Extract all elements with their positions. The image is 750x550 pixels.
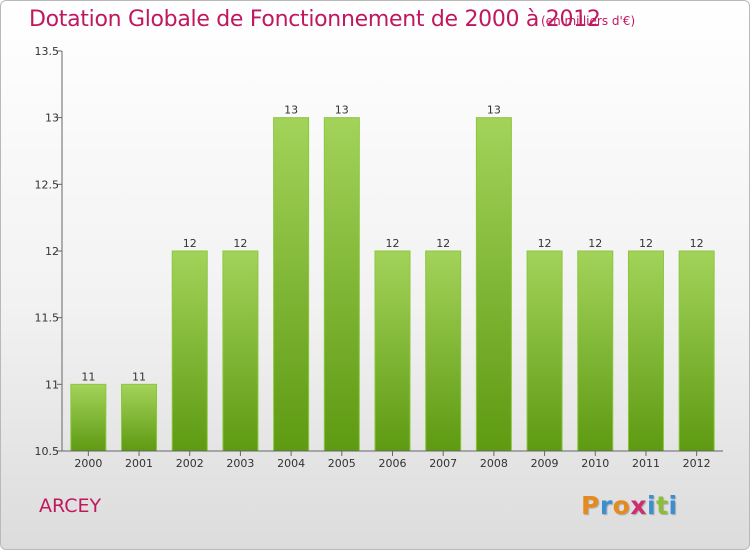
bar	[273, 117, 310, 452]
bar	[627, 250, 664, 452]
y-tick-label: 13.5	[35, 45, 60, 58]
x-tick-label: 2004	[277, 457, 305, 470]
bar	[577, 250, 614, 452]
x-tick-label: 2001	[125, 457, 153, 470]
x-tick-label: 2005	[328, 457, 356, 470]
y-tick-label: 12.5	[35, 178, 60, 191]
x-tick-label: 2012	[683, 457, 711, 470]
bar-value-label: 11	[81, 370, 95, 383]
x-tick-label: 2002	[176, 457, 204, 470]
bar-value-label: 12	[386, 237, 400, 250]
bar	[171, 250, 208, 452]
x-tick-label: 2011	[632, 457, 660, 470]
logo-letter: P	[581, 491, 600, 520]
axes: 10.5 11 11.5 12 12.5 13 13.5 2000 2001 2002 2003 20…	[35, 45, 723, 470]
y-tick-label: 12	[45, 245, 59, 258]
x-tick-label: 2007	[429, 457, 457, 470]
bar-value-label: 13	[487, 104, 501, 117]
logo-letter: i	[647, 491, 657, 520]
logo-letter: r	[599, 491, 613, 520]
bar-value-label: 12	[690, 237, 704, 250]
bar	[475, 117, 512, 452]
y-tick-label: 11	[45, 378, 59, 391]
bar	[425, 250, 462, 452]
bar-value-label: 13	[335, 104, 349, 117]
bar	[526, 250, 563, 452]
bar	[678, 250, 715, 452]
bar-value-label: 13	[284, 104, 298, 117]
bar-value-label: 12	[233, 237, 247, 250]
y-tick-label: 11.5	[35, 312, 60, 325]
logo-letter: t	[656, 491, 669, 520]
x-tick-label: 2010	[581, 457, 609, 470]
bar	[374, 250, 411, 452]
chart-subtitle: (en milliers d'€)	[541, 14, 636, 28]
commune-name: ARCEY	[39, 495, 102, 517]
bar	[121, 383, 158, 452]
x-tick-label: 2003	[226, 457, 254, 470]
x-tick-label: 2008	[480, 457, 508, 470]
bars-layer: 11 11 12 12 13 13 12 12 13 12 12 12 12	[70, 104, 715, 452]
x-tick-label: 2006	[379, 457, 407, 470]
bar	[323, 117, 360, 452]
logo-letter: o	[612, 491, 631, 520]
bar-value-label: 11	[132, 370, 146, 383]
bar-value-label: 12	[588, 237, 602, 250]
bar-value-label: 12	[183, 237, 197, 250]
bar-value-label: 12	[538, 237, 552, 250]
y-tick-label: 13	[45, 112, 59, 125]
logo-letter: i	[668, 491, 678, 520]
x-tick-label: 2000	[74, 457, 102, 470]
proxiti-logo[interactable]: Proxiti	[581, 491, 678, 520]
bar	[70, 383, 107, 452]
x-tick-label: 2009	[531, 457, 559, 470]
bar-value-label: 12	[639, 237, 653, 250]
bar	[222, 250, 259, 452]
logo-letter: x	[630, 491, 647, 520]
bar-value-label: 12	[436, 237, 450, 250]
y-tick-label: 10.5	[35, 445, 60, 458]
chart-title: Dotation Globale de Fonctionnement de 20…	[29, 7, 601, 32]
